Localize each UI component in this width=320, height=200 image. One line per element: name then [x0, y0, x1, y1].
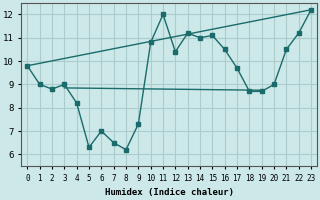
X-axis label: Humidex (Indice chaleur): Humidex (Indice chaleur): [105, 188, 234, 197]
